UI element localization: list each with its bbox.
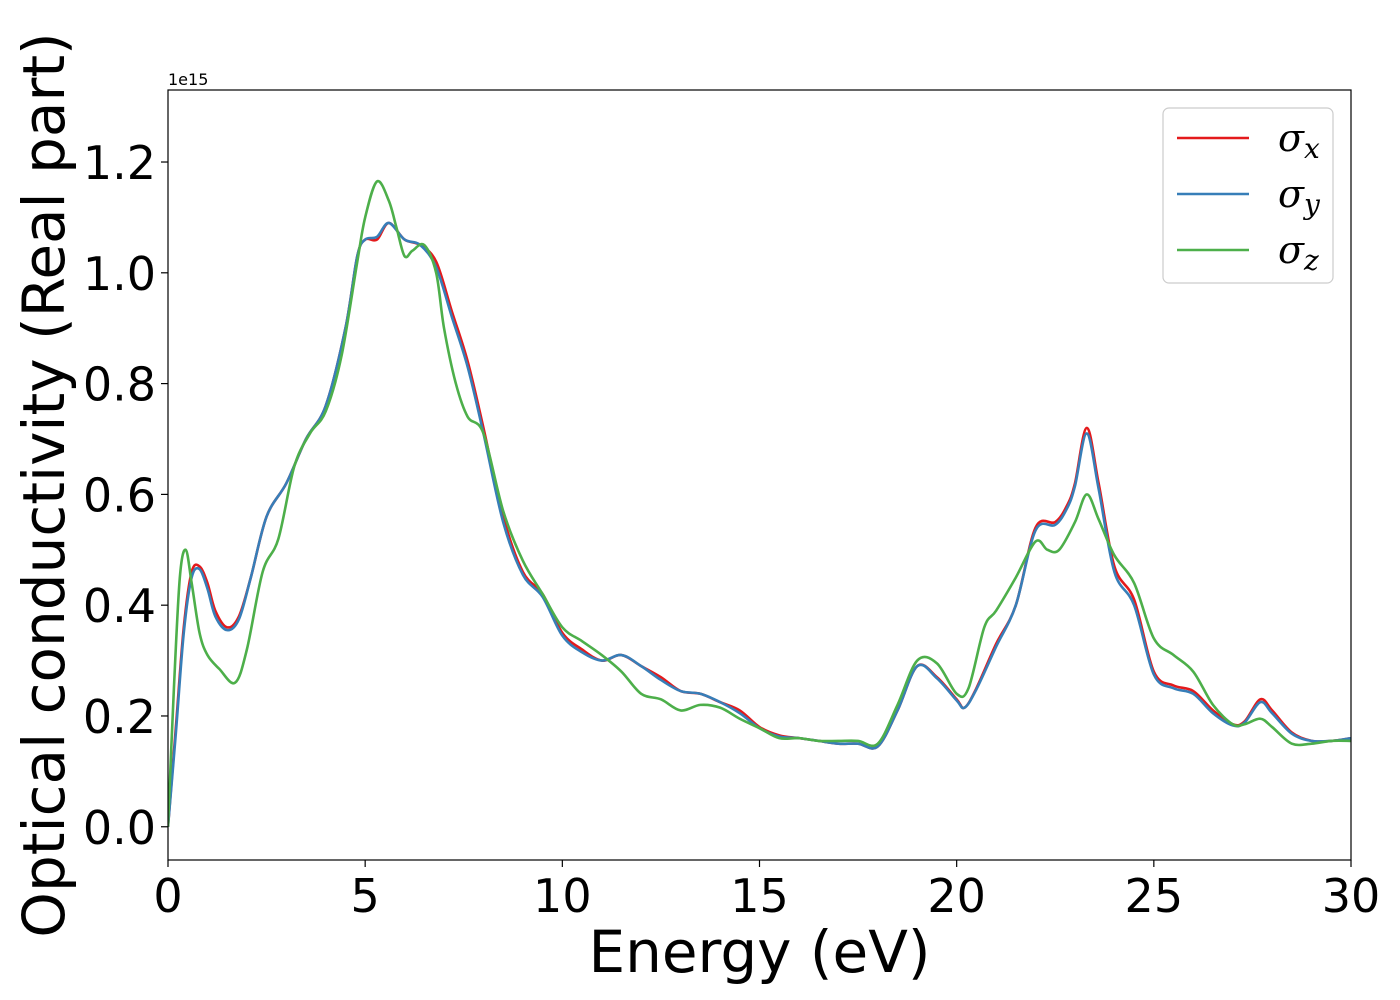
y-tick-label: 1.2 [83,136,156,190]
y-tick-label: 0.2 [83,690,156,744]
legend-box [1162,107,1334,284]
x-tick-label: 10 [533,869,592,923]
legend: σx σy σz [1162,107,1334,284]
y-tick-label: 0.8 [83,358,156,412]
series-line-z [168,179,1351,827]
legend-label-x: σx [1278,116,1320,165]
y-axis-title: Optical conductivity (Real part) [10,32,78,937]
y-axis-ticks: 0.0 0.2 0.4 0.6 0.8 1.0 1.2 [83,136,168,855]
x-tick-label: 30 [1322,869,1381,923]
y-tick-label: 0.4 [83,579,156,633]
y-axis-offset-label: 1e15 [168,70,208,89]
y-tick-label: 0.6 [83,468,156,522]
series-lines [168,179,1351,827]
series-line-x [168,221,1351,827]
x-axis-title: Energy (eV) [588,918,930,986]
x-tick-label: 15 [730,869,789,923]
x-tick-label: 0 [153,869,182,923]
legend-label-z: σz [1278,228,1319,277]
x-tick-label: 20 [927,869,986,923]
x-tick-label: 25 [1125,869,1184,923]
x-axis-ticks: 0 5 10 15 20 25 30 [153,860,1380,923]
y-tick-label: 0.0 [83,801,156,855]
x-tick-label: 5 [351,869,380,923]
series-line-y [168,221,1351,827]
legend-label-y: σy [1278,172,1321,221]
y-tick-label: 1.0 [83,247,156,301]
